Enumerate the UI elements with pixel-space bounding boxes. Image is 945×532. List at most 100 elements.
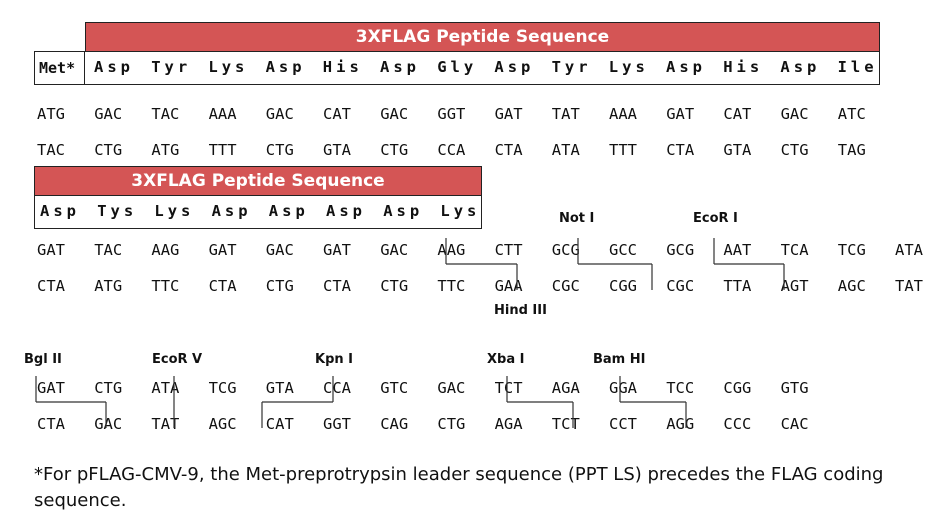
codon: ATA [895, 241, 923, 259]
codon: GAC [437, 379, 466, 397]
codon: ATG [37, 105, 65, 123]
codon: GCG [551, 241, 580, 259]
codon: TTC [151, 277, 180, 295]
amino-acid: His [723, 58, 764, 76]
codon: AAA [609, 105, 637, 123]
ecor-i-bracket [713, 238, 785, 290]
codon: TAT [551, 105, 580, 123]
codon: TTC [437, 277, 466, 295]
codon: GTC [380, 379, 409, 397]
codon: GCC [609, 241, 637, 259]
top-met-divider [84, 51, 85, 85]
codon: GAT [666, 105, 695, 123]
codon: ATA [551, 141, 580, 159]
codon: GAT [37, 379, 65, 397]
codon: AGC [208, 415, 237, 433]
codon: GTG [780, 379, 809, 397]
codon: TAC [94, 241, 123, 259]
codon: AGG [666, 415, 695, 433]
codon: CTA [323, 277, 351, 295]
amino-acid: Lys [208, 58, 249, 76]
bam-hi-bracket [619, 376, 687, 428]
codon: TCT [494, 379, 523, 397]
codon: GAC [780, 105, 809, 123]
codon: GAC [380, 105, 409, 123]
amino-acid: Asp [383, 202, 424, 220]
middle-banner-title: 3XFLAG Peptide Sequence [131, 171, 385, 191]
codon: GAC [380, 241, 409, 259]
codon: CTA [208, 277, 237, 295]
codon: GAC [94, 415, 123, 433]
codon: GAT [323, 241, 351, 259]
site-kpn-i: Kpn I [315, 352, 353, 367]
top-banner-title: 3XFLAG Peptide Sequence [355, 27, 610, 47]
top-amino-acid-box: Met* [34, 51, 880, 85]
site-bam-hi: Bam HI [593, 352, 646, 367]
amino-acid: Asp [666, 58, 706, 76]
amino-acid: Asp [94, 58, 134, 76]
amino-acid: Gly [437, 58, 478, 76]
site-ecor-v: EcoR V [152, 352, 203, 367]
amino-acid: Tys [97, 202, 138, 220]
codon: TTT [609, 141, 637, 159]
codon: AGA [551, 379, 580, 397]
codon: GAA [494, 277, 523, 295]
footnote: *For pFLAG-CMV-9, the Met-preprotrypsin … [34, 464, 884, 511]
hind-iii-bracket [445, 238, 518, 290]
codon: CAT [323, 105, 351, 123]
codon: TAT [895, 277, 923, 295]
codon: TTT [208, 141, 237, 159]
amino-acid: Asp [326, 202, 366, 220]
codon: ATC [837, 105, 866, 123]
codon: GGA [609, 379, 637, 397]
codon: GTA [723, 141, 752, 159]
amino-acid: His [322, 58, 363, 76]
codon: GAC [265, 241, 294, 259]
codon: AAT [723, 241, 752, 259]
codon: ATG [94, 277, 123, 295]
site-bgl-ii: Bgl II [24, 352, 62, 367]
top-3xflag-banner: 3XFLAG Peptide Sequence [85, 22, 880, 52]
codon: GGT [323, 415, 351, 433]
codon: GCG [666, 241, 695, 259]
not-i-bracket [577, 238, 653, 290]
codon: AAG [437, 241, 466, 259]
codon: TAG [837, 141, 866, 159]
site-ecor-i: EcoR I [693, 211, 738, 226]
amino-acid: Tyr [551, 58, 592, 76]
codon: AAG [151, 241, 180, 259]
codon: GTA [323, 141, 351, 159]
amino-acid: Lys [440, 202, 481, 220]
codon: TCG [837, 241, 866, 259]
amino-acid: Lys [608, 58, 649, 76]
site-xba-i: Xba I [487, 352, 525, 367]
codon: ATA [151, 379, 180, 397]
codon: CGG [609, 277, 637, 295]
codon: CGC [666, 277, 695, 295]
codon: CTG [265, 141, 294, 159]
codon: CCC [723, 415, 752, 433]
codon: CTA [37, 277, 65, 295]
codon: CTA [666, 141, 695, 159]
codon: CAC [780, 415, 809, 433]
amino-acid: Asp [268, 202, 309, 220]
amino-acid: Ile [837, 58, 878, 76]
codon: CAT [265, 415, 294, 433]
codon: AGC [837, 277, 866, 295]
amino-acid: Asp [265, 58, 306, 76]
codon: CTG [265, 277, 294, 295]
amino-acid: Asp [211, 202, 252, 220]
middle-amino-acid-box [34, 195, 482, 229]
codon: AAA [208, 105, 237, 123]
codon: CCA [323, 379, 351, 397]
amino-acid: Tyr [151, 58, 192, 76]
codon: TTA [723, 277, 752, 295]
codon: AGA [494, 415, 523, 433]
site-hind-iii: Hind III [494, 303, 547, 318]
codon: CTG [380, 141, 409, 159]
codon: CAG [380, 415, 409, 433]
codon: CTG [380, 277, 409, 295]
site-not-i: Not I [559, 211, 595, 226]
codon: CGG [723, 379, 752, 397]
